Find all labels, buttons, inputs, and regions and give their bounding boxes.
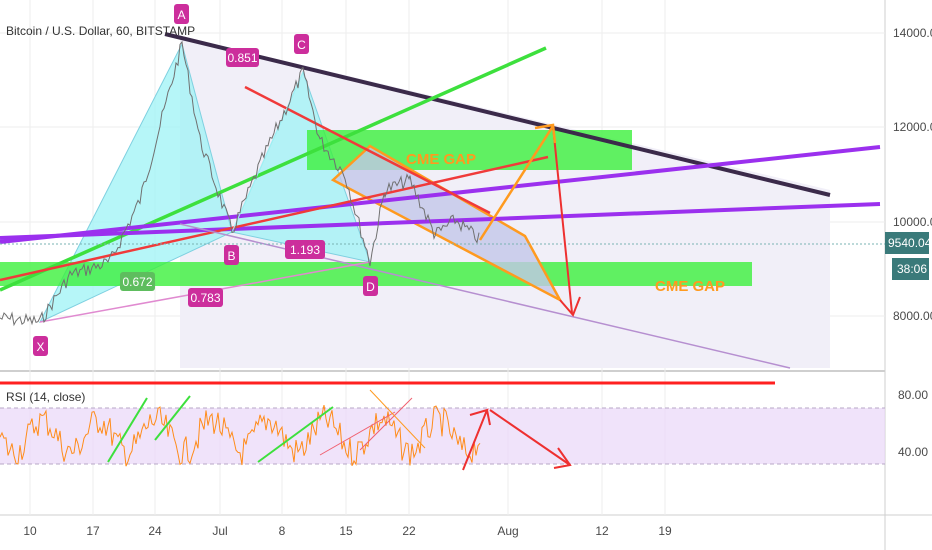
time-tick: 8 [279,524,286,538]
price-tick: 12000.00 [893,120,932,134]
point-b-label: B [227,249,235,263]
ratio-xd-label: 0.783 [190,291,220,305]
rsi-series [0,404,481,467]
point-a-label: A [177,8,185,22]
price-tick: 14000.00 [893,26,932,40]
time-axis-labels: 10 17 24 Jul 8 15 22 Aug 12 19 [23,524,672,538]
rsi-tick: 40.00 [898,445,928,459]
point-c-label: C [297,38,306,52]
resistance-trendline [164,32,831,197]
rsi-trendlines [107,389,572,471]
time-tick: 12 [595,524,609,538]
cme-gap-label-lower: CME GAP [655,278,725,295]
countdown-badge [892,258,929,280]
down-arrowhead [559,296,581,317]
purple-trendline-upper [0,145,881,244]
time-tick: 15 [339,524,353,538]
time-tick: Aug [497,524,518,538]
time-tick: 10 [23,524,37,538]
time-tick: 22 [402,524,416,538]
current-price-badge [885,232,929,254]
green-trendline [0,46,547,292]
time-tick: 24 [148,524,162,538]
price-series [0,40,480,327]
countdown-value: 38:06 [897,262,927,276]
time-tick: 17 [86,524,100,538]
red-channel-line [244,85,491,215]
rsi-axis-labels: 80.00 40.00 [898,388,928,459]
down-arrow-path [552,125,573,314]
red-trendline [0,155,549,282]
up-arrowhead [534,123,557,144]
ratio-labels: 0.851 1.193 0.672 0.783 [120,48,325,307]
purple-trendline-lower [0,202,881,240]
ratio-ac-label: 0.851 [227,51,257,65]
rsi-label: RSI (14, close) [6,390,85,404]
cme-gap-label-upper: CME GAP [406,151,476,168]
current-price-value: 9540.04 [888,236,932,250]
point-x-label: X [36,340,44,354]
up-arrow-path [478,125,555,241]
price-tick: 10000.00 [893,215,932,229]
point-d-label: D [366,280,375,294]
price-tick: 8000.00 [893,309,932,323]
rsi-tick: 80.00 [898,388,928,402]
ratio-xb-label: 0.672 [122,275,152,289]
time-tick: Jul [212,524,227,538]
ratio-bd-label: 1.193 [290,243,320,257]
chart-title: Bitcoin / U.S. Dollar, 60, BITSTAMP [6,24,195,38]
projection-arrows [478,123,581,317]
time-tick: 19 [658,524,672,538]
price-axis-labels: 14000.00 12000.00 10000.00 8000.00 [893,26,932,323]
pattern-labels: A C B D X [33,4,378,356]
lower-support-line [179,223,791,369]
